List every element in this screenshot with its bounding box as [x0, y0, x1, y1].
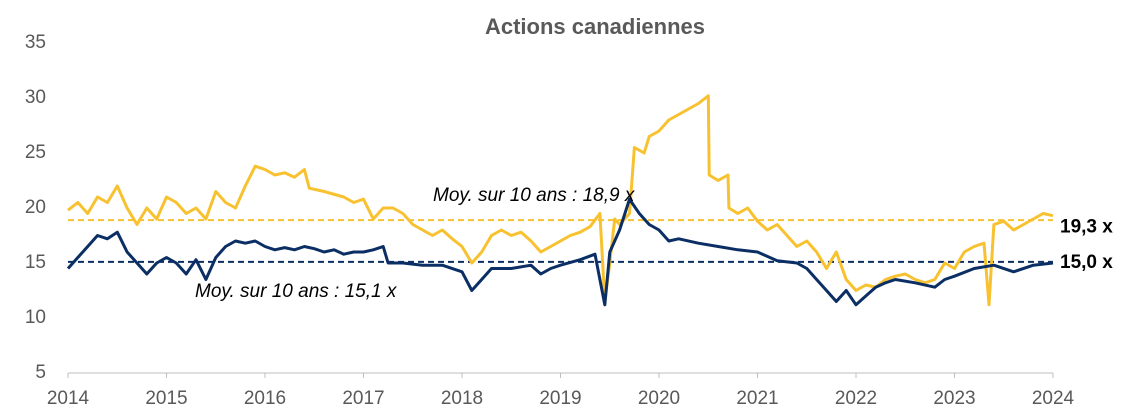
x-tick-label: 2022 — [835, 388, 877, 409]
y-tick-label: 10 — [25, 307, 46, 328]
y-tick-label: 15 — [25, 252, 46, 273]
series-line — [67, 94, 1054, 307]
x-tick-label: 2023 — [933, 388, 975, 409]
y-tick-label: 25 — [25, 142, 46, 163]
x-tick-label: 2019 — [539, 388, 581, 409]
x-tick-label: 2020 — [638, 388, 680, 409]
x-tick-label: 2021 — [736, 388, 778, 409]
y-tick-label: 5 — [35, 362, 46, 383]
x-tick-label: 2024 — [1032, 388, 1075, 409]
series-line — [66, 197, 1054, 307]
y-tick-label: 30 — [25, 87, 46, 108]
annotation: Moy. sur 10 ans : 18,9 x — [433, 185, 636, 206]
end-label: 19,3 x — [1060, 217, 1113, 238]
x-tick-label: 2015 — [145, 388, 187, 409]
y-tick-label: 20 — [25, 197, 46, 218]
x-tick-label: 2018 — [441, 388, 483, 409]
x-tick-label: 2016 — [244, 388, 286, 409]
x-tick-label: 2017 — [342, 388, 384, 409]
y-tick-label: 35 — [25, 32, 46, 53]
chart-title: Actions canadiennes — [485, 14, 705, 39]
x-tick-label: 2014 — [47, 388, 90, 409]
end-label: 15,0 x — [1060, 252, 1113, 273]
annotation: Moy. sur 10 ans : 15,1 x — [195, 281, 398, 302]
